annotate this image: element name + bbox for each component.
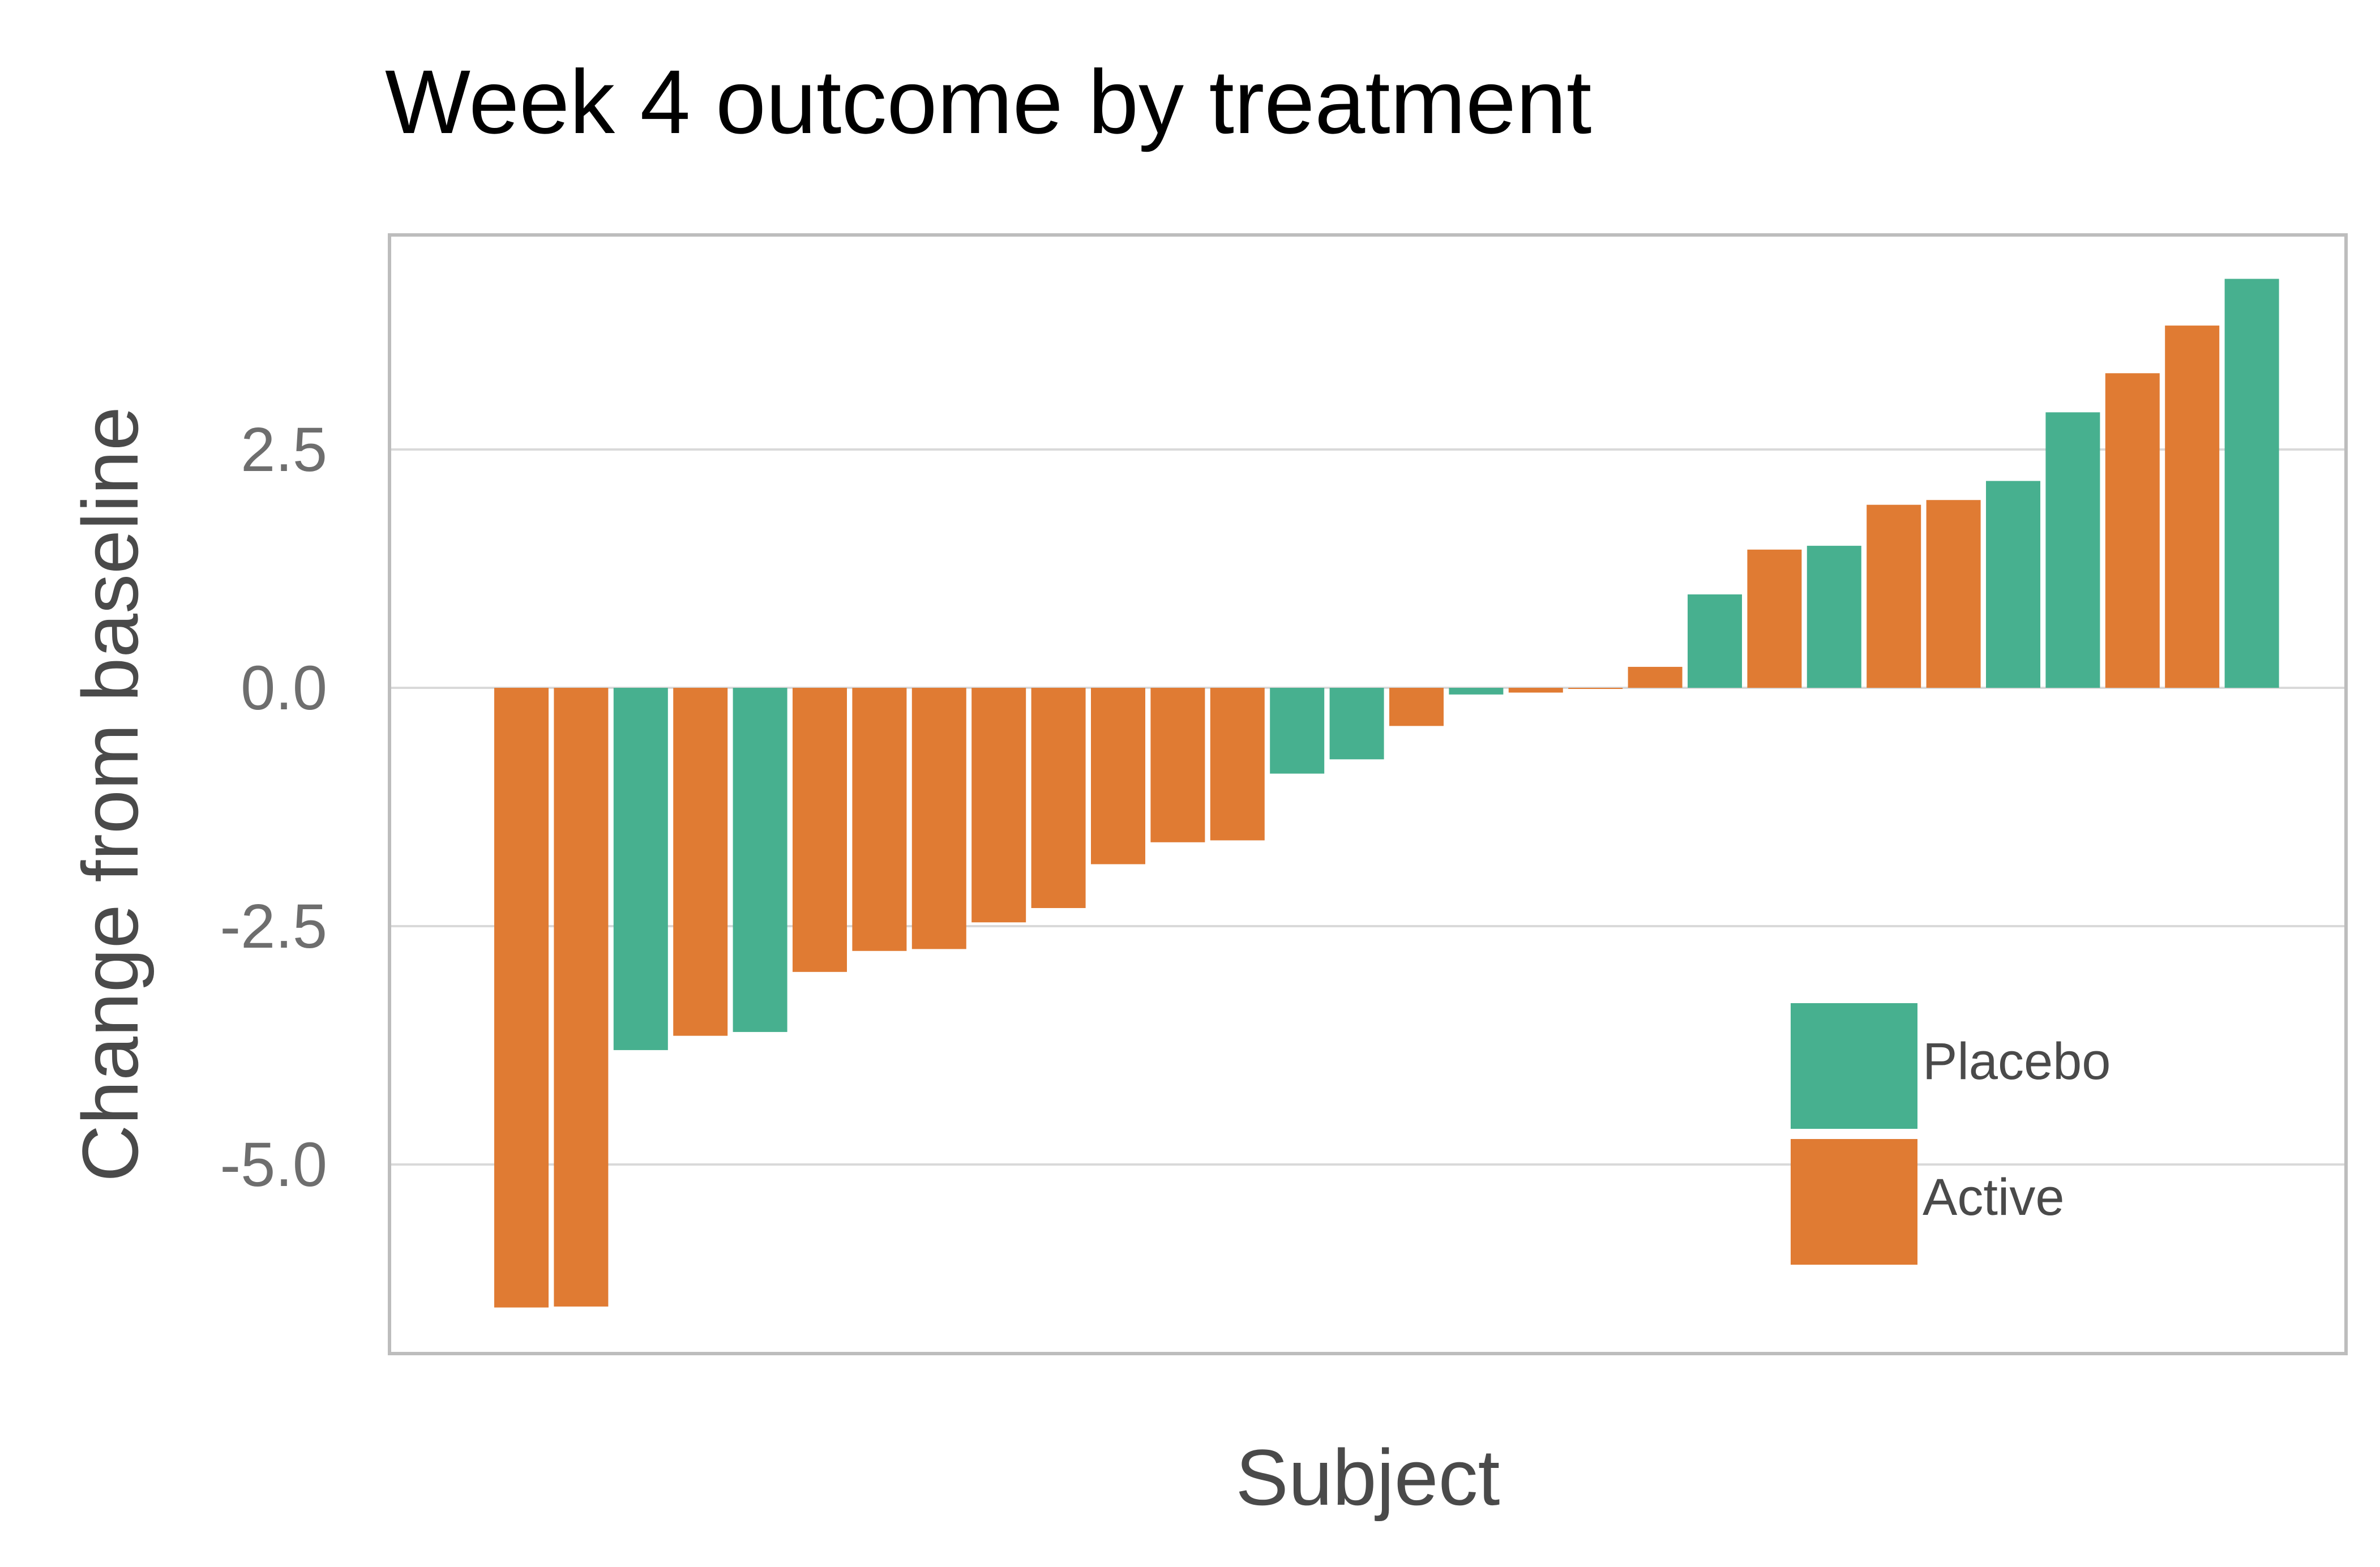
bar-active: [2105, 373, 2160, 688]
bar-active: [911, 688, 966, 949]
bar-placebo: [1329, 688, 1384, 760]
legend-label-active: Active: [1923, 1168, 2065, 1226]
y-tick-label: -5.0: [220, 1130, 327, 1200]
bar-active: [1628, 666, 1683, 688]
bar-active: [852, 688, 907, 951]
bar-placebo: [1688, 594, 1742, 688]
legend: Placebo Active: [1791, 1003, 2111, 1265]
bar-active: [1568, 688, 1623, 689]
legend-swatch-active: [1791, 1139, 1917, 1265]
bar-active: [673, 688, 728, 1036]
x-axis-label: Subject: [1236, 1433, 1500, 1522]
y-tick-label: 2.5: [241, 415, 327, 485]
bar-placebo: [1986, 481, 2040, 688]
y-tick-label: -2.5: [220, 892, 327, 961]
bar-active: [554, 688, 609, 1307]
bar-active: [971, 688, 1026, 923]
bar-placebo: [1270, 688, 1325, 774]
bar-active: [494, 688, 549, 1308]
bars: [494, 279, 2279, 1308]
bar-placebo: [1449, 688, 1504, 695]
bar-placebo: [733, 688, 787, 1032]
legend-label-placebo: Placebo: [1923, 1033, 2111, 1090]
chart-title: Week 4 outcome by treatment: [385, 51, 1591, 152]
bar-placebo: [2224, 279, 2279, 688]
y-axis-label: Change from baseline: [66, 406, 155, 1182]
plot-frame: [388, 233, 2348, 1355]
bar-active: [1091, 688, 1145, 864]
bar-active: [1031, 688, 1086, 909]
bar-active: [1389, 688, 1444, 726]
bar-active: [793, 688, 847, 972]
bar-placebo: [1807, 546, 1861, 688]
bar-active: [1867, 504, 1921, 688]
bar-active: [1747, 549, 1802, 688]
bar-active: [2165, 326, 2220, 688]
bar-placebo: [2045, 412, 2100, 688]
bar-active: [1210, 688, 1265, 841]
bar-active: [1926, 500, 1981, 688]
legend-swatch-placebo: [1791, 1003, 1917, 1129]
bar-placebo: [613, 688, 668, 1050]
bar-active: [1150, 688, 1205, 842]
bar-active: [1508, 688, 1563, 693]
y-tick-labels: -5.0 -2.5 0.0 2.5: [220, 415, 327, 1200]
y-tick-label: 0.0: [241, 653, 327, 723]
